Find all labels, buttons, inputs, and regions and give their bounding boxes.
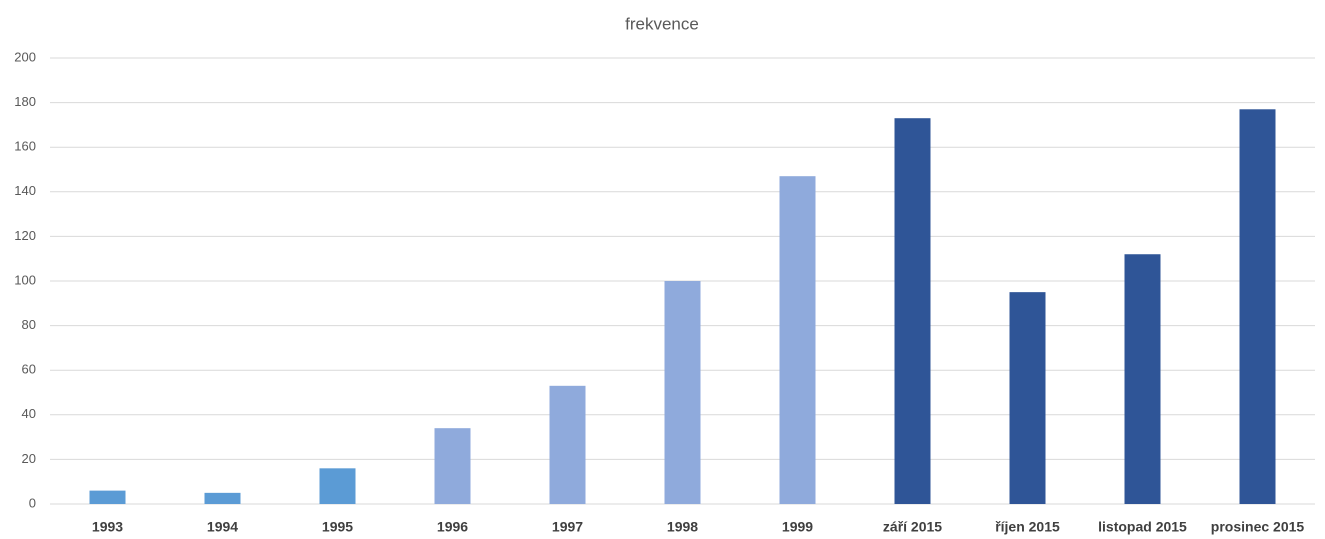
x-tick-label: 1996 (437, 519, 468, 535)
bar (89, 490, 126, 504)
y-tick-label: 180 (14, 94, 36, 109)
x-tick-label: 1997 (552, 519, 583, 535)
bar (434, 428, 471, 504)
x-tick-label: 1993 (92, 519, 123, 535)
y-tick-label: 100 (14, 272, 36, 287)
y-tick-label: 60 (22, 362, 36, 377)
bar (894, 118, 931, 505)
x-tick-label: 1998 (667, 519, 698, 535)
y-tick-label: 120 (14, 228, 36, 243)
y-tick-label: 200 (14, 49, 36, 64)
bar (204, 492, 241, 504)
bar (664, 281, 701, 504)
x-tick-label: 1995 (322, 519, 353, 535)
x-tick-label: září 2015 (883, 519, 942, 535)
x-tick-label: 1994 (207, 519, 238, 535)
bar (1124, 254, 1161, 504)
y-tick-label: 140 (14, 183, 36, 198)
bar (319, 468, 356, 504)
x-tick-label: prosinec 2015 (1211, 519, 1305, 535)
bar (779, 176, 816, 504)
x-tick-label: říjen 2015 (995, 519, 1060, 535)
y-tick-label: 40 (22, 406, 36, 421)
y-tick-label: 20 (22, 451, 36, 466)
bar (1239, 109, 1276, 504)
x-tick-label: 1999 (782, 519, 813, 535)
bar (1009, 292, 1046, 504)
chart-title: frekvence (625, 14, 699, 33)
bar (549, 385, 586, 504)
y-tick-label: 0 (29, 495, 36, 510)
y-tick-label: 80 (22, 317, 36, 332)
x-tick-label: listopad 2015 (1098, 519, 1187, 535)
y-tick-label: 160 (14, 139, 36, 154)
